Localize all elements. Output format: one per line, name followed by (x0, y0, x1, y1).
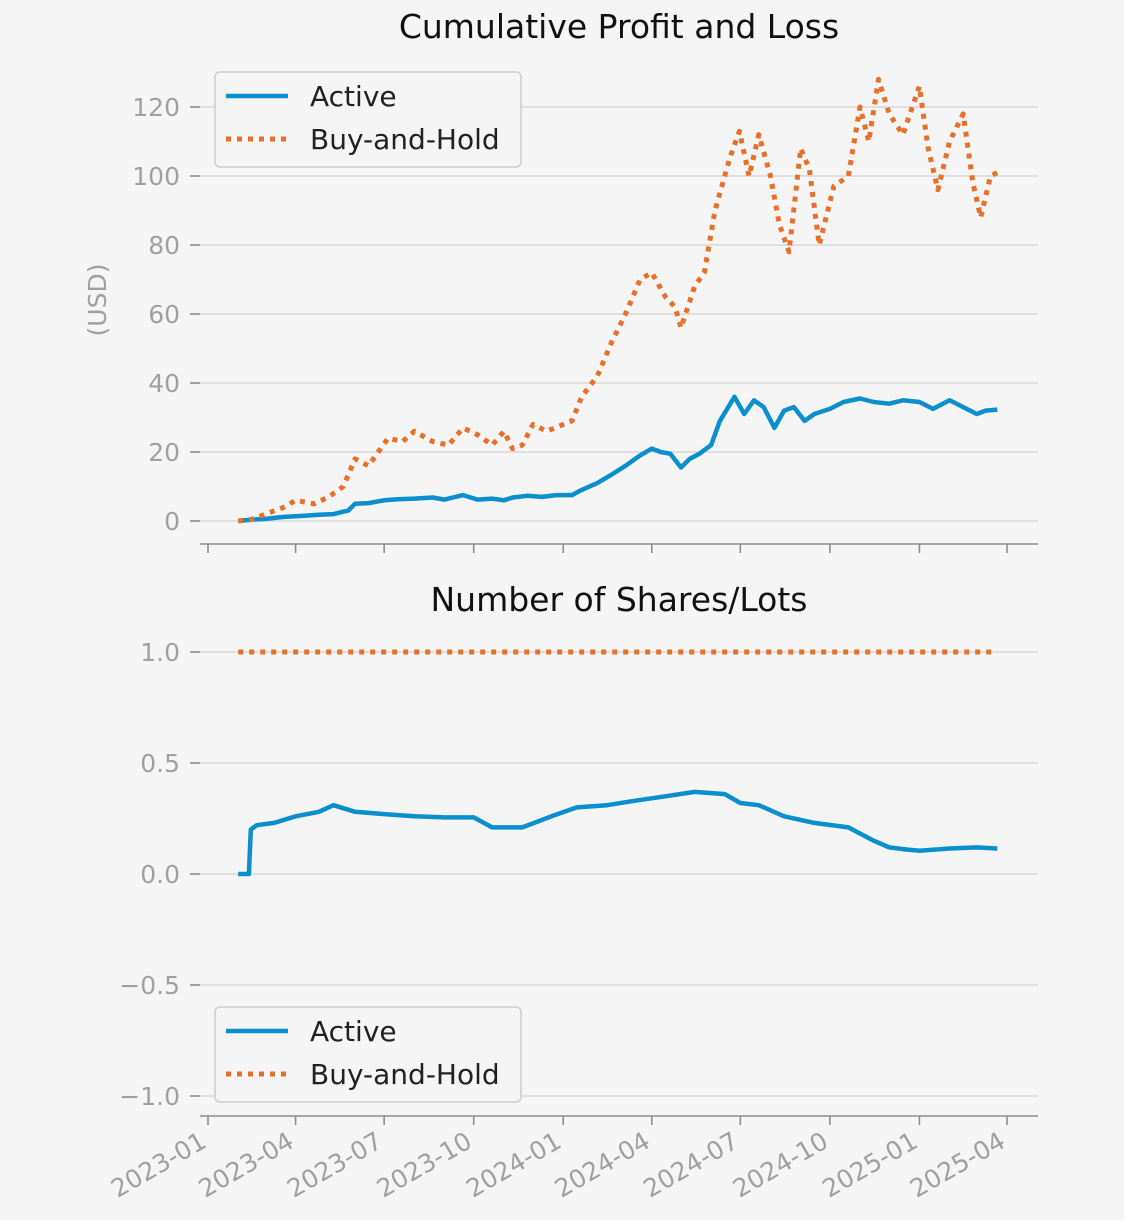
y-tick-label: 120 (132, 93, 180, 122)
y-tick-label: 20 (148, 438, 180, 467)
panel-title: Number of Shares/Lots (430, 580, 807, 619)
y-tick-label: 0.5 (140, 749, 180, 778)
legend: Active Buy-and-Hold (214, 1006, 522, 1103)
y-tick-label: 1.0 (140, 638, 180, 667)
y-tick-label: 0 (164, 507, 180, 536)
y-tick-label: −1.0 (119, 1082, 180, 1111)
legend-label-buy-and-hold: Buy-and-Hold (310, 1058, 500, 1091)
y-tick-label: 100 (132, 162, 180, 191)
y-tick-label: 40 (148, 369, 180, 398)
legend-label-active: Active (310, 80, 397, 113)
series-lines (238, 649, 998, 877)
y-tick-label: 60 (148, 300, 180, 329)
series-line-buy-and-hold (237, 76, 999, 524)
gridlines (190, 106, 1038, 522)
y-tick-labels: −1.0 −0.5 0.0 0.5 1.0 (119, 638, 180, 1111)
series-line-active (237, 394, 998, 524)
legend-box (214, 71, 522, 168)
y-tick-label: 80 (148, 231, 180, 260)
y-tick-label: −0.5 (119, 971, 180, 1000)
series-line-active (238, 789, 998, 877)
panel-cumulative-pnl: Cumulative Profit and Loss (USD) 0 20 40 60… (83, 7, 1038, 553)
x-tick-marks (207, 544, 1008, 553)
y-axis-label: (USD) (83, 264, 112, 337)
panel-title: Cumulative Profit and Loss (399, 7, 839, 46)
y-tick-labels: 0 20 40 60 80 100 120 (132, 93, 180, 536)
legend-label-buy-and-hold: Buy-and-Hold (310, 123, 500, 156)
x-tick-marks (207, 1116, 1008, 1125)
y-tick-label: 0.0 (140, 860, 180, 889)
legend-box (214, 1006, 522, 1103)
legend-label-active: Active (310, 1015, 397, 1048)
legend: Active Buy-and-Hold (214, 71, 522, 168)
series-lines (237, 76, 999, 524)
